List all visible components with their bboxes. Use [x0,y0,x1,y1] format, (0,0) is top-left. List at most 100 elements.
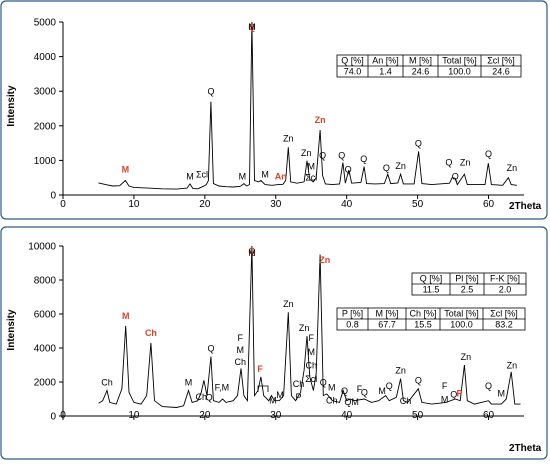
y-tick-label: 6000 [34,310,57,321]
peak-label: Q [485,149,492,159]
peak-label: Q [341,386,348,396]
composition-table-cell: 100.0 [450,320,473,330]
peak-label: Q [207,87,214,97]
peak-label: F,M [215,383,230,393]
peak-label: M [186,171,194,181]
composition-table-cell: Q [%] [341,56,364,66]
top-x-axis-label: 2Theta [509,201,542,212]
peak-label: M [441,394,449,404]
x-tick-label: 50 [412,410,424,421]
x-tick-label: 60 [483,199,495,210]
x-tick-label: 0 [60,199,66,210]
peak-label: Q [361,388,368,398]
composition-table-cell: Total [%] [442,56,477,66]
top-panel-frame [0,0,548,220]
composition-table-cell: 15.5 [414,320,432,330]
peak-label: M [328,383,336,393]
y-tick-label: 3000 [34,87,57,98]
x-tick-label: 20 [199,199,211,210]
peak-label: Q [452,171,459,181]
peak-label: M [276,390,284,400]
mineral-table-cell: Q [%] [420,274,443,284]
x-tick-label: 30 [270,199,282,210]
x-tick-label: 40 [341,199,353,210]
peak-label: Q [207,343,214,353]
peak-label: F [308,333,314,343]
peak-label: F [442,381,448,391]
peak-label: Ch [305,360,317,370]
composition-table-cell: M [%] [375,309,398,319]
composition-table-cell: Ch [%] [409,309,436,319]
peak-label: M [239,171,247,181]
peak-label: M [307,162,315,172]
peak-label: Q [383,163,390,173]
diffraction-pattern-line [98,245,521,408]
peak-label: Zn [319,255,330,265]
peak-label: Σcl [196,170,208,180]
peak-label: Q [319,151,326,161]
peak-label: Ch [400,396,412,406]
peak-label: Q [206,393,213,403]
composition-table-cell: 100.0 [448,67,471,77]
x-tick-label: 10 [128,199,140,210]
y-tick-label: 1000 [34,156,57,167]
peak-label: Zn [301,148,312,158]
peak-label: Q [445,158,452,168]
y-tick-label: 5000 [34,18,57,29]
composition-table-cell: 24.6 [492,67,510,77]
peak-label: Zn [299,323,310,333]
peak-label: P [456,388,462,398]
peak-label: Zn [315,115,326,125]
composition-table-cell: Σcl [%] [490,309,518,319]
composition-table-cell: P [%] [342,309,363,319]
composition-table-cell: Total [%] [444,309,479,319]
peak-label: Q [248,246,255,256]
peak-label: M [248,22,256,32]
peak-label: Q [415,376,422,386]
composition-table-cell: 24.6 [412,67,430,77]
peak-label: Ch [145,328,157,338]
x-tick-label: 60 [483,410,495,421]
peak-label: Zn [395,161,406,171]
mineral-table-cell: 11.5 [423,285,440,295]
peak-label: F [257,364,263,374]
mineral-table-cell: 2.5 [461,285,474,295]
peak-label: Ch [101,377,113,387]
peak-label: M [498,388,506,398]
mineral-table-cell: Pl [%] [455,274,479,284]
peak-label: Q [320,377,327,387]
y-tick-label: 0 [50,412,56,423]
peak-label: M [248,248,256,258]
peak-label: Zn [395,366,406,376]
peak-label: Ch [293,379,305,389]
peak-label: M [269,395,277,405]
bottom-panel-frame [0,226,548,460]
f-peak-bracket [257,385,269,392]
x-tick-label: 0 [60,410,66,421]
peak-label: Zn [507,163,518,173]
diffraction-pattern-line [98,21,517,190]
y-tick-label: 10000 [28,242,56,253]
peak-label: M [261,170,269,180]
peak-label: Zn [283,133,294,143]
peak-label: M [122,165,130,175]
peak-label: F [238,333,244,343]
composition-table-cell: 67.7 [378,320,396,330]
top-xrd-chart: Intensity 2Theta 0 1000 2000 3000 4000 5000 0 1… [6,18,542,213]
peak-label: Zn [461,352,472,362]
peak-label: Q [415,139,422,149]
peak-label: Zn [507,360,518,370]
peak-label: An [275,171,287,181]
composition-table-cell: 74.0 [344,67,362,77]
peak-label: Q [338,151,345,161]
peak-label: Ch [196,392,208,402]
peak-label: Q [248,22,255,32]
composition-table-cell: 83.2 [495,320,513,330]
peak-label: M [378,386,386,396]
composition-table-cell: Σcl [%] [487,56,515,66]
y-tick-label: 4000 [34,52,57,63]
bottom-y-axis-label: Intensity [6,309,17,351]
peak-label: Σcl [305,172,317,182]
